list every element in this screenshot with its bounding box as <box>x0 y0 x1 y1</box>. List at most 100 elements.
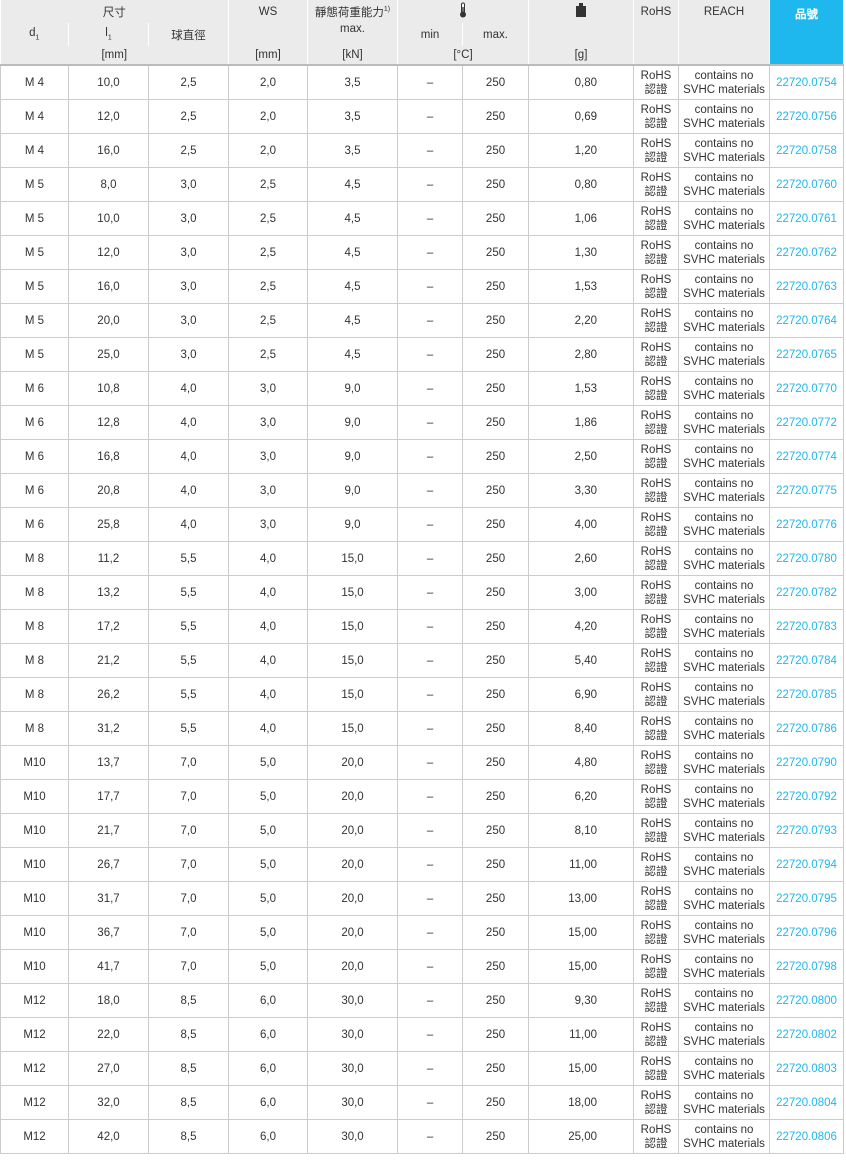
l1-sub: 1 <box>107 34 112 42</box>
rohs-cell-line-2: 認證 <box>644 627 668 640</box>
part-number-link[interactable]: 22720.0782 <box>769 575 845 610</box>
static-load-cell: 20,0 <box>307 779 399 814</box>
static-load-cell: 15,0 <box>307 541 399 576</box>
length-l1-cell: 12,8 <box>68 405 149 440</box>
part-number-link[interactable]: 22720.0798 <box>769 949 845 984</box>
part-number-link[interactable]: 22720.0756 <box>769 99 845 134</box>
ball-diameter-cell: 2,5 <box>148 99 230 134</box>
temp-max-cell: 250 <box>462 677 530 712</box>
rohs-cell-line-2: 認證 <box>644 1103 668 1116</box>
static-load-cell: 9,0 <box>307 371 399 406</box>
part-number-link[interactable]: 22720.0803 <box>769 1051 845 1086</box>
rohs-cell-line-2: 認證 <box>644 865 668 878</box>
rohs-cell: RoHS 認證 <box>633 609 680 644</box>
reach-cell-line-1: contains no <box>694 613 754 626</box>
part-number-link[interactable]: 22720.0794 <box>769 847 845 882</box>
temp-min-cell: – <box>397 813 464 848</box>
rohs-cell-line-2: 認證 <box>644 899 668 912</box>
part-number-link[interactable]: 22720.0790 <box>769 745 845 780</box>
part-number-link[interactable]: 22720.0765 <box>769 337 845 372</box>
part-number-link[interactable]: 22720.0786 <box>769 711 845 746</box>
part-number-link[interactable]: 22720.0770 <box>769 371 845 406</box>
part-number-link[interactable]: 22720.0772 <box>769 405 845 440</box>
l1-header: l1 <box>68 23 149 46</box>
rohs-cell-line-2: 認證 <box>644 83 668 96</box>
length-l1-cell: 16,8 <box>68 439 149 474</box>
part-number-link[interactable]: 22720.0754 <box>769 65 845 100</box>
rohs-cell-line-1: RoHS <box>640 1089 672 1102</box>
reach-cell: contains no SVHC materials <box>678 371 771 406</box>
table-row: M 6 10,8 4,0 3,0 9,0–250 1,53 RoHS 認證 contains n… <box>0 371 845 406</box>
table-row: M 6 16,8 4,0 3,0 9,0–250 2,50 RoHS 認證 contains n… <box>0 439 845 474</box>
part-number-link[interactable]: 22720.0783 <box>769 609 845 644</box>
weight-sub-header <box>528 23 635 46</box>
temp-max-cell: 250 <box>462 405 530 440</box>
rohs-cell: RoHS 認證 <box>633 405 680 440</box>
rohs-cell-line-2: 認證 <box>644 797 668 810</box>
static-load-cell: 15,0 <box>307 575 399 610</box>
rohs-cell: RoHS 認證 <box>633 1085 680 1120</box>
part-number-link[interactable]: 22720.0776 <box>769 507 845 542</box>
ws-cell: 4,0 <box>228 575 309 610</box>
temp-max-cell: 250 <box>462 541 530 576</box>
rohs-cell-line-1: RoHS <box>640 783 672 796</box>
rohs-cell-line-2: 認證 <box>644 1137 668 1150</box>
unit-rohs <box>633 46 680 66</box>
weight-cell: 4,20 <box>528 609 635 644</box>
reach-cell-line-2: SVHC materials <box>683 1137 765 1150</box>
static-load-cell: 20,0 <box>307 847 399 882</box>
length-l1-cell: 21,2 <box>68 643 149 678</box>
part-number-link[interactable]: 22720.0796 <box>769 915 845 950</box>
rohs-cell-line-1: RoHS <box>640 171 672 184</box>
weight-cell: 0,80 <box>528 65 635 100</box>
thread-size-cell: M 5 <box>0 269 69 304</box>
rohs-cell-line-2: 認證 <box>644 151 668 164</box>
temp-min-cell: – <box>397 1119 464 1154</box>
ball-diameter-cell: 3,0 <box>148 269 230 304</box>
part-number-link[interactable]: 22720.0763 <box>769 269 845 304</box>
part-number-link[interactable]: 22720.0806 <box>769 1119 845 1154</box>
length-l1-cell: 17,7 <box>68 779 149 814</box>
part-number-link[interactable]: 22720.0762 <box>769 235 845 270</box>
part-number-link[interactable]: 22720.0775 <box>769 473 845 508</box>
reach-cell-line-2: SVHC materials <box>683 967 765 980</box>
temp-max-cell: 250 <box>462 65 530 100</box>
static-load-label: 靜態荷重能力 <box>314 6 384 19</box>
rohs-cell-line-1: RoHS <box>640 375 672 388</box>
temp-max-cell: 250 <box>462 439 530 474</box>
part-number-link[interactable]: 22720.0785 <box>769 677 845 712</box>
reach-cell-line-2: SVHC materials <box>683 219 765 232</box>
part-number-link[interactable]: 22720.0761 <box>769 201 845 236</box>
unit-mm: [mm] <box>0 46 230 66</box>
part-number-link[interactable]: 22720.0784 <box>769 643 845 678</box>
ws-cell: 5,0 <box>228 881 309 916</box>
ws-cell: 4,0 <box>228 677 309 712</box>
rohs-cell-line-1: RoHS <box>640 919 672 932</box>
reach-cell: contains no SVHC materials <box>678 405 771 440</box>
part-number-link[interactable]: 22720.0764 <box>769 303 845 338</box>
part-number-link[interactable]: 22720.0804 <box>769 1085 845 1120</box>
part-number-link[interactable]: 22720.0802 <box>769 1017 845 1052</box>
static-load-cell: 30,0 <box>307 1051 399 1086</box>
static-load-cell: 3,5 <box>307 65 399 100</box>
part-number-link[interactable]: 22720.0774 <box>769 439 845 474</box>
thread-size-cell: M 6 <box>0 507 69 542</box>
part-number-link[interactable]: 22720.0760 <box>769 167 845 202</box>
part-number-link[interactable]: 22720.0792 <box>769 779 845 814</box>
length-l1-cell: 10,0 <box>68 201 149 236</box>
temp-max-cell: 250 <box>462 507 530 542</box>
ws-cell: 3,0 <box>228 473 309 508</box>
part-number-link[interactable]: 22720.0793 <box>769 813 845 848</box>
length-l1-cell: 13,2 <box>68 575 149 610</box>
part-number-link[interactable]: 22720.0758 <box>769 133 845 168</box>
reach-cell: contains no SVHC materials <box>678 167 771 202</box>
part-number-link[interactable]: 22720.0780 <box>769 541 845 576</box>
reach-cell-line-2: SVHC materials <box>683 491 765 504</box>
ball-diameter-cell: 5,5 <box>148 541 230 576</box>
temp-max-cell: 250 <box>462 745 530 780</box>
part-number-link[interactable]: 22720.0795 <box>769 881 845 916</box>
reach-cell-line-2: SVHC materials <box>683 525 765 538</box>
temp-min-cell: – <box>397 507 464 542</box>
weight-cell: 15,00 <box>528 949 635 984</box>
part-number-link[interactable]: 22720.0800 <box>769 983 845 1018</box>
